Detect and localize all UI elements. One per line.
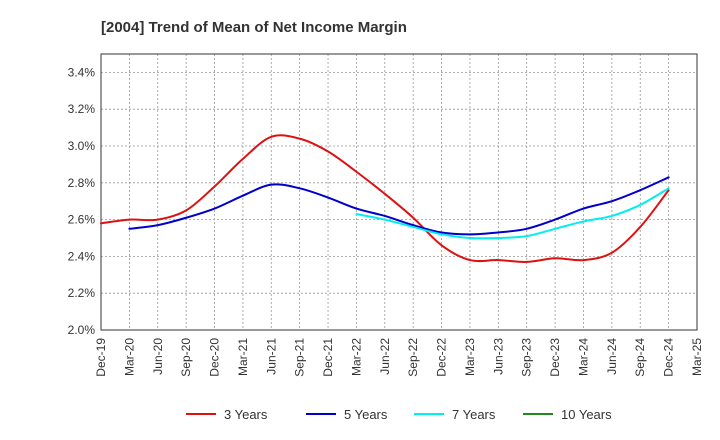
x-tick-label: Dec-21 <box>321 338 335 377</box>
y-tick-label: 3.2% <box>68 102 96 116</box>
legend-label-5-years: 5 Years <box>344 407 388 422</box>
x-tick-label: Mar-23 <box>463 338 477 376</box>
y-tick-label: 3.0% <box>68 139 96 153</box>
legend-label-10-years: 10 Years <box>561 407 612 422</box>
plot-frame <box>100 53 698 331</box>
y-tick-label: 2.6% <box>68 213 96 227</box>
x-tick-label: Mar-20 <box>122 338 136 376</box>
x-tick-label: Mar-22 <box>349 338 363 376</box>
x-axis: Dec-19 Mar-20 Jun-20 Sep-20 Dec-20 Mar-21 Jun-… <box>94 338 704 377</box>
x-tick-label: Jun-24 <box>605 338 619 375</box>
x-tick-label: Dec-20 <box>208 338 222 377</box>
plot-area <box>100 53 698 331</box>
x-tick-label: Dec-23 <box>548 338 562 377</box>
y-tick-label: 3.4% <box>68 65 96 79</box>
y-axis: 2.0% 2.2% 2.4% 2.6% 2.8% 3.0% 3.2% 3.4% <box>68 65 96 337</box>
x-tick-label: Jun-20 <box>151 338 165 375</box>
x-tick-label: Sep-20 <box>179 338 193 377</box>
series-line-5-years <box>128 176 670 236</box>
y-tick-label: 2.0% <box>68 323 96 337</box>
x-tick-label: Sep-23 <box>520 338 534 377</box>
series-line-7-years <box>355 187 670 240</box>
x-tick-label: Mar-25 <box>690 338 704 376</box>
legend-label-3-years: 3 Years <box>224 407 268 422</box>
x-tick-label: Sep-21 <box>293 338 307 377</box>
x-tick-label: Jun-23 <box>491 338 505 375</box>
series-line-3-years <box>100 134 670 263</box>
x-tick-label: Jun-22 <box>378 338 392 375</box>
x-tick-label: Sep-24 <box>633 338 647 377</box>
x-tick-label: Mar-21 <box>236 338 250 376</box>
legend: 3 Years 5 Years 7 Years 10 Years <box>186 407 612 422</box>
y-tick-label: 2.2% <box>68 286 96 300</box>
x-tick-label: Mar-24 <box>576 338 590 376</box>
x-tick-label: Dec-19 <box>94 338 108 377</box>
y-tick-label: 2.4% <box>68 249 96 263</box>
y-tick-label: 2.8% <box>68 176 96 190</box>
legend-label-7-years: 7 Years <box>452 407 496 422</box>
x-tick-label: Jun-21 <box>264 338 278 375</box>
chart-title: [2004] Trend of Mean of Net Income Margi… <box>101 19 407 36</box>
x-tick-label: Dec-22 <box>435 338 449 377</box>
x-tick-label: Sep-22 <box>406 338 420 377</box>
x-tick-label: Dec-24 <box>662 338 676 377</box>
